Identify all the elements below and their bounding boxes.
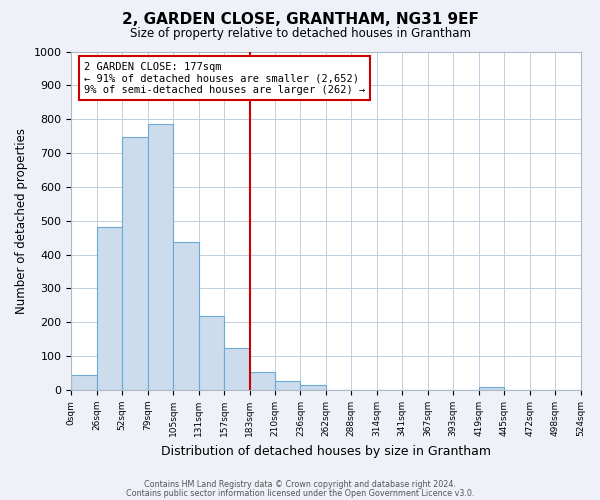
Bar	[173, 242, 199, 390]
Y-axis label: Number of detached properties: Number of detached properties	[15, 128, 28, 314]
Text: Size of property relative to detached houses in Grantham: Size of property relative to detached ho…	[130, 28, 470, 40]
Bar	[275, 380, 301, 390]
Text: 2, GARDEN CLOSE, GRANTHAM, NG31 9EF: 2, GARDEN CLOSE, GRANTHAM, NG31 9EF	[122, 12, 478, 28]
Bar	[479, 388, 504, 390]
Bar	[71, 375, 97, 390]
Bar	[122, 137, 148, 390]
Bar	[148, 124, 173, 390]
Bar	[97, 226, 122, 390]
Bar	[250, 372, 275, 390]
Text: Contains public sector information licensed under the Open Government Licence v3: Contains public sector information licen…	[126, 488, 474, 498]
Bar	[301, 385, 326, 390]
Bar	[199, 316, 224, 390]
Text: 2 GARDEN CLOSE: 177sqm
← 91% of detached houses are smaller (2,652)
9% of semi-d: 2 GARDEN CLOSE: 177sqm ← 91% of detached…	[84, 62, 365, 95]
Text: Contains HM Land Registry data © Crown copyright and database right 2024.: Contains HM Land Registry data © Crown c…	[144, 480, 456, 489]
Bar	[224, 348, 250, 390]
X-axis label: Distribution of detached houses by size in Grantham: Distribution of detached houses by size …	[161, 444, 491, 458]
